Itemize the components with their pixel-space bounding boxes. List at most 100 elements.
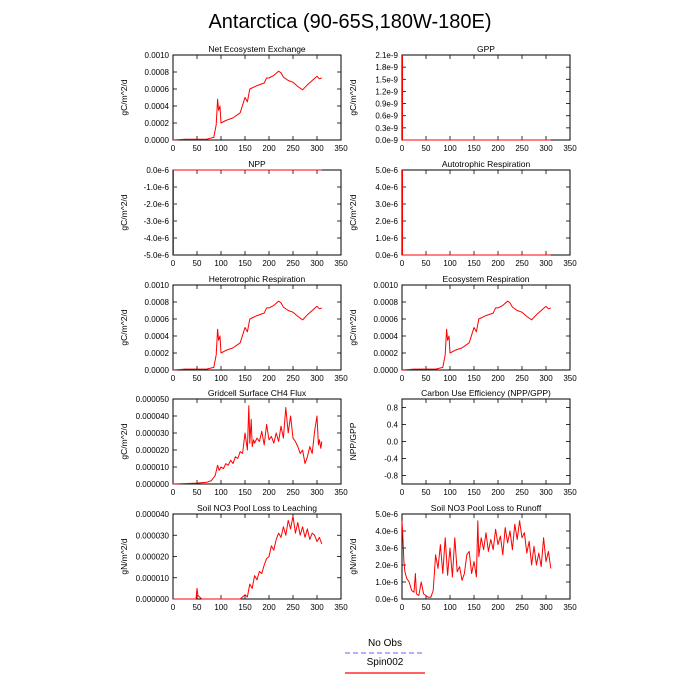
- plot-frame: [172, 398, 342, 485]
- y-tick-label: 1.0e-6: [375, 234, 398, 243]
- chart-panel-9: Soil NO3 Pool Loss to Runoff 0 50 100 150 200…: [348, 503, 577, 612]
- y-tick-label: 5.0e-6: [375, 166, 398, 175]
- x-tick-label: 300: [310, 374, 324, 383]
- chart-panel-7: Carbon Use Efficiency (NPP/GPP) 0 50 100 150…: [348, 388, 577, 497]
- x-tick-label: 350: [563, 603, 577, 612]
- x-tick-label: 100: [443, 259, 457, 268]
- x-tick-label: 150: [238, 259, 252, 268]
- panel-title: Gridcell Surface CH4 Flux: [208, 388, 307, 398]
- y-tick-label: -0.4: [384, 455, 398, 464]
- x-tick-label: 250: [515, 603, 529, 612]
- x-tick-label: 300: [310, 144, 324, 153]
- y-tick-label: 0.0: [387, 438, 399, 447]
- chart-panel-3: Autotrophic Respiration 0 50 100 150 200 250 30…: [348, 159, 577, 268]
- x-tick-label: 200: [491, 603, 505, 612]
- x-tick-label: 100: [214, 144, 228, 153]
- panels-container: Net Ecosystem Exchange 0 50 100 150 200 250 300…: [119, 44, 577, 612]
- x-tick-label: 250: [515, 488, 529, 497]
- panel-title: Net Ecosystem Exchange: [208, 44, 306, 54]
- x-tick-label: 150: [467, 603, 481, 612]
- y-tick-label: 3.0e-6: [375, 544, 398, 553]
- y-axis-label: gC/m^2/d: [119, 194, 129, 230]
- x-tick-label: 150: [467, 259, 481, 268]
- y-tick-label: 0.0002: [145, 119, 170, 128]
- y-tick-label: -3.0e-6: [144, 217, 170, 226]
- y-tick-label: -1.0e-6: [144, 183, 170, 192]
- y-tick-label: 0.0e-6: [375, 251, 398, 260]
- y-tick-label: 0.0008: [145, 68, 170, 77]
- x-tick-label: 100: [443, 603, 457, 612]
- x-tick-label: 300: [310, 603, 324, 612]
- panel-title: Soil NO3 Pool Loss to Leaching: [197, 503, 317, 513]
- x-tick-label: 50: [193, 488, 202, 497]
- y-tick-label: 0.0e-6: [146, 166, 169, 175]
- x-tick-label: 100: [214, 374, 228, 383]
- y-axis-label: gC/m^2/d: [348, 194, 358, 230]
- y-tick-label: 0.000040: [136, 510, 170, 519]
- y-axis-label: gC/m^2/d: [348, 79, 358, 115]
- x-tick-label: 200: [262, 603, 276, 612]
- y-tick-label: 0.3e-9: [375, 124, 398, 133]
- x-tick-label: 0: [400, 603, 405, 612]
- x-tick-label: 250: [515, 144, 529, 153]
- panel-title: Heterotrophic Respiration: [209, 274, 306, 284]
- plot-frame: [401, 169, 571, 256]
- y-axis-label: NPP/GPP: [348, 422, 358, 460]
- y-tick-label: 0.000010: [136, 574, 170, 583]
- x-tick-label: 100: [443, 144, 457, 153]
- series-line-0: [172, 70, 322, 141]
- x-tick-label: 350: [334, 259, 348, 268]
- x-tick-label: 100: [214, 259, 228, 268]
- plot-frame: [401, 398, 571, 485]
- x-tick-label: 150: [238, 603, 252, 612]
- panel-title: NPP: [248, 159, 266, 169]
- x-tick-label: 150: [238, 144, 252, 153]
- y-tick-label: 0.0010: [145, 281, 170, 290]
- y-tick-label: 0.0004: [374, 332, 399, 341]
- x-tick-label: 200: [491, 259, 505, 268]
- x-tick-label: 100: [443, 488, 457, 497]
- y-tick-label: 0.000030: [136, 429, 170, 438]
- x-tick-label: 350: [563, 144, 577, 153]
- chart-panel-6: Gridcell Surface CH4 Flux 0 50 100 150 200 250…: [119, 388, 348, 497]
- chart-panel-0: Net Ecosystem Exchange 0 50 100 150 200 250 300…: [119, 44, 348, 153]
- y-tick-label: 0.0004: [145, 332, 170, 341]
- legend-label-no-obs: No Obs: [368, 638, 402, 649]
- x-tick-label: 250: [286, 374, 300, 383]
- x-tick-label: 200: [262, 259, 276, 268]
- y-tick-label: 0.000050: [136, 395, 170, 404]
- plot-frame: [172, 54, 342, 141]
- x-tick-label: 0: [171, 603, 176, 612]
- x-tick-label: 350: [334, 603, 348, 612]
- y-tick-label: -5.0e-6: [144, 251, 170, 260]
- y-tick-label: 0.0002: [145, 349, 170, 358]
- x-tick-label: 50: [422, 144, 431, 153]
- y-axis-label: gC/m^2/d: [348, 309, 358, 345]
- x-tick-label: 250: [286, 259, 300, 268]
- y-tick-label: 1.2e-9: [375, 87, 398, 96]
- x-tick-label: 150: [238, 488, 252, 497]
- y-tick-label: 0.0010: [374, 281, 399, 290]
- chart-panel-1: GPP 0 50 100 150 200 250 300 350 0.0e-9 0.3e-9 0.6e…: [348, 44, 577, 153]
- x-tick-label: 150: [238, 374, 252, 383]
- x-tick-label: 250: [286, 144, 300, 153]
- x-tick-label: 200: [262, 144, 276, 153]
- x-tick-label: 300: [310, 488, 324, 497]
- x-tick-label: 350: [563, 374, 577, 383]
- x-tick-label: 300: [539, 374, 553, 383]
- x-tick-label: 350: [334, 488, 348, 497]
- x-tick-label: 50: [422, 374, 431, 383]
- x-tick-label: 100: [214, 488, 228, 497]
- y-tick-label: 0.0000: [145, 366, 170, 375]
- x-tick-label: 350: [334, 144, 348, 153]
- y-tick-label: 0.0000: [374, 366, 399, 375]
- y-tick-label: 0.0e-9: [375, 136, 398, 145]
- x-tick-label: 0: [171, 488, 176, 497]
- series-line-0: [401, 300, 551, 371]
- y-axis-label: gN/m^2/d: [119, 538, 129, 574]
- x-tick-label: 250: [515, 259, 529, 268]
- x-tick-label: 100: [214, 603, 228, 612]
- y-tick-label: 0.000010: [136, 463, 170, 472]
- y-tick-label: 1.5e-9: [375, 75, 398, 84]
- x-tick-label: 0: [171, 374, 176, 383]
